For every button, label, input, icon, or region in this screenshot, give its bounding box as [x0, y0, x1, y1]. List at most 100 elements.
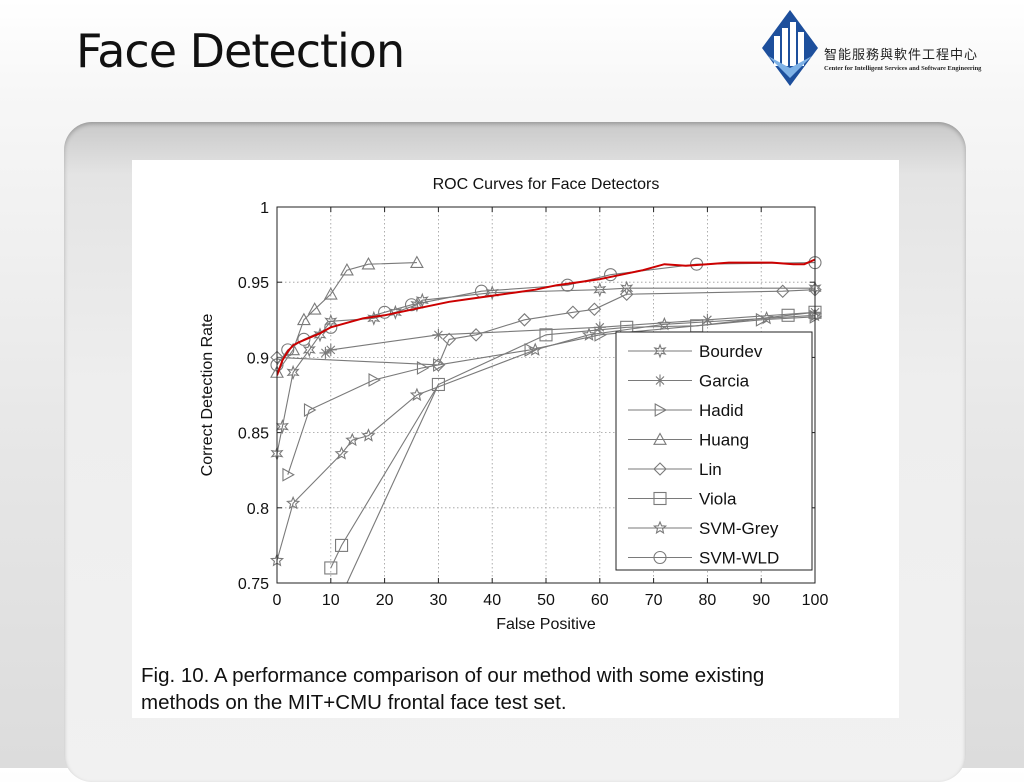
data-point-svm-wld — [378, 305, 392, 319]
x-tick-label: 80 — [699, 592, 717, 609]
legend-label-lin: Lin — [699, 460, 722, 479]
legend-label-svm-wld: SVM-WLD — [699, 549, 779, 568]
data-point-lin — [517, 313, 532, 327]
data-point-bourdev — [302, 342, 316, 358]
y-tick-label: 0.85 — [238, 426, 269, 443]
legend-marker-svm-wld — [653, 550, 667, 565]
data-point-hadid — [303, 403, 317, 417]
legend-marker-viola — [653, 491, 667, 506]
data-point-huang — [323, 287, 338, 300]
data-point-viola — [539, 328, 553, 342]
x-tick-label: 20 — [376, 592, 394, 609]
data-point-svm-grey — [361, 428, 376, 442]
data-point-bourdev — [415, 292, 429, 308]
legend-marker-lin — [653, 462, 667, 476]
x-tick-label: 30 — [430, 592, 448, 609]
legend-marker-svm-grey — [652, 520, 668, 535]
data-point-svm-wld — [404, 298, 419, 312]
slide-title: Face Detection — [76, 24, 405, 78]
data-point-svm-grey — [657, 316, 672, 331]
data-point-svm-wld — [324, 320, 338, 334]
series-line-viola — [330, 311, 815, 569]
y-axis-label: Correct Detection Rate — [199, 314, 216, 477]
legend-box — [615, 331, 813, 571]
legend-label-bourdev: Bourdev — [699, 342, 763, 361]
data-point-hadid — [809, 309, 823, 324]
data-point-garcia — [432, 328, 445, 341]
highlight-curve — [277, 258, 815, 376]
legend-marker-hadid — [654, 403, 668, 417]
legend-label-svm-grey: SVM-Grey — [699, 519, 779, 538]
data-point-svm-grey — [409, 387, 424, 402]
y-tick-label: 0.8 — [247, 501, 269, 518]
data-point-garcia — [319, 346, 332, 359]
series-line-viola-tail — [346, 384, 439, 584]
data-point-svm-wld — [297, 332, 311, 346]
legend-marker-bourdev — [653, 343, 667, 359]
data-point-hadid — [282, 467, 295, 482]
data-point-hadid — [416, 360, 430, 375]
data-point-lin — [431, 358, 446, 372]
caption-line-1: Fig. 10. A performance comparison of our… — [141, 664, 765, 687]
logo-mark-icon — [762, 10, 818, 86]
data-point-viola — [781, 308, 795, 322]
data-point-viola — [335, 538, 349, 552]
data-point-hadid — [368, 373, 381, 387]
y-tick-label: 0.75 — [238, 576, 269, 593]
data-point-lin — [619, 287, 634, 302]
x-tick-label: 100 — [802, 592, 829, 609]
data-point-garcia — [701, 313, 714, 326]
data-point-hadid — [594, 327, 607, 342]
data-point-lin — [775, 284, 790, 299]
x-tick-label: 10 — [322, 592, 340, 609]
logo-chinese-text: 智能服務與軟件工程中心 — [824, 48, 979, 63]
data-point-bourdev — [410, 297, 424, 313]
data-point-huang — [361, 257, 376, 270]
legend-label-huang: Huang — [699, 431, 749, 450]
data-point-viola — [324, 561, 338, 575]
y-tick-label: 0.95 — [238, 275, 269, 292]
data-point-bourdev — [313, 327, 327, 343]
organization-logo: 智能服務與軟件工程中心 Center for Intelligent Servi… — [760, 8, 1020, 88]
y-tick-label: 0.9 — [247, 350, 269, 367]
chart-title: ROC Curves for Face Detectors — [433, 176, 660, 193]
logo-english-text: Center for Intelligent Services and Soft… — [824, 65, 982, 72]
data-point-garcia — [593, 321, 606, 334]
data-point-svm-grey — [759, 310, 774, 325]
x-tick-label: 90 — [752, 592, 770, 609]
x-tick-label: 40 — [483, 592, 501, 609]
data-point-huang — [296, 312, 311, 326]
data-point-lin — [469, 328, 483, 342]
x-tick-label: 70 — [645, 592, 663, 609]
data-point-garcia — [324, 343, 337, 356]
figure-image: 0 10 20 30 40 50 60 70 80 90 100 0.75 0.8 0.85 0.9 0.95… — [132, 160, 899, 718]
caption-line-2: methods on the MIT+CMU frontal face test… — [141, 691, 567, 714]
legend-marker-garcia — [654, 374, 666, 387]
roc-chart: 0 10 20 30 40 50 60 70 80 90 100 0.75 0.8 0.85 0.9 0.95… — [199, 176, 829, 633]
legend-label-garcia: Garcia — [699, 372, 750, 391]
data-point-huang — [340, 263, 354, 276]
data-point-bourdev — [286, 364, 300, 380]
figure-caption: Fig. 10. A performance comparison of our… — [141, 662, 901, 716]
x-tick-label: 60 — [591, 592, 609, 609]
data-point-svm-grey — [345, 432, 360, 447]
series-line-svm-grey — [277, 314, 815, 561]
data-point-lin — [442, 332, 456, 347]
data-point-hadid — [524, 342, 537, 357]
data-point-lin — [587, 302, 602, 317]
data-point-svm-grey — [528, 342, 543, 356]
legend-label-hadid: Hadid — [699, 401, 743, 420]
data-point-svm-grey — [286, 495, 301, 510]
data-point-huang — [409, 255, 424, 268]
x-axis-label: False Positive — [496, 616, 596, 633]
data-point-huang — [307, 302, 322, 315]
series-line-lin — [277, 289, 815, 366]
x-tick-label: 0 — [273, 592, 282, 609]
x-tick-label: 50 — [537, 592, 555, 609]
legend-marker-huang — [653, 432, 667, 445]
data-point-lin — [566, 305, 580, 320]
plot-frame — [276, 206, 816, 584]
legend-label-viola: Viola — [699, 490, 737, 509]
data-point-svm-grey — [334, 446, 349, 460]
data-point-svm-grey — [581, 327, 597, 341]
